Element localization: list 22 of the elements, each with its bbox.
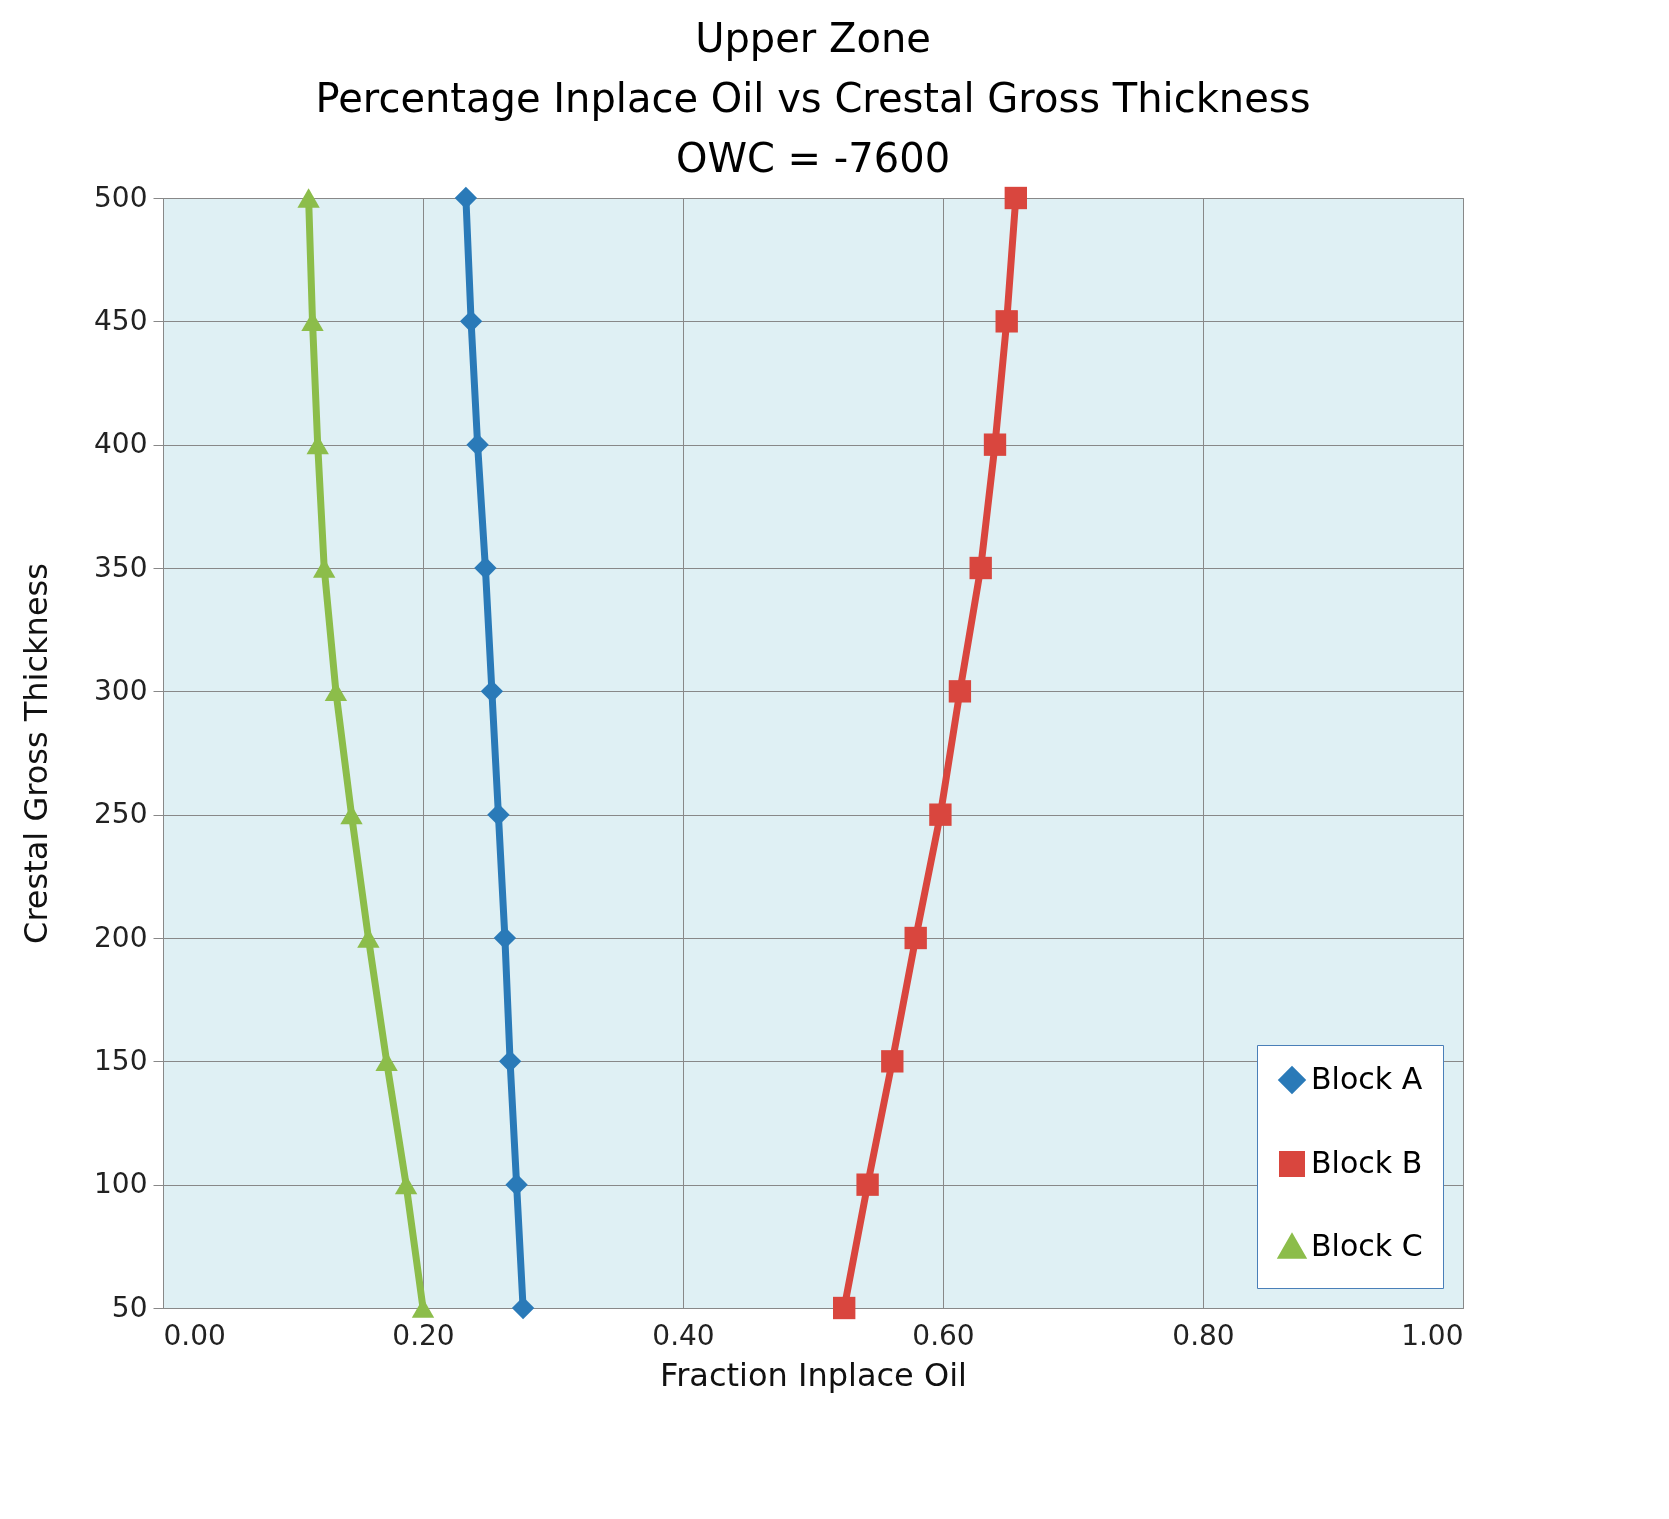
y-tick-label: 450 — [94, 303, 148, 337]
y-tick-label: 300 — [94, 673, 148, 707]
x-tick-label: 0.60 — [912, 1318, 975, 1352]
y-tick-label: 100 — [94, 1167, 148, 1201]
y-tick-label: 350 — [94, 550, 148, 584]
chart-title: Upper Zone Percentage Inplace Oil vs Crestal Gross Thickness OWC = -7600 — [315, 15, 1311, 181]
y-tick-label: 50 — [111, 1290, 148, 1324]
y-tick-label: 200 — [94, 920, 148, 954]
y-tick-label: 250 — [94, 797, 148, 831]
x-tick-label: 0.80 — [1172, 1318, 1235, 1352]
legend-label: Block B — [1311, 1145, 1423, 1180]
y-axis-title: Crestal Gross Thickness — [17, 563, 56, 944]
legend-label: Block A — [1311, 1061, 1423, 1096]
x-tick-label: 0.00 — [163, 1318, 226, 1352]
x-tick-label: 1.00 — [1401, 1318, 1464, 1352]
y-tick-label: 500 — [94, 180, 148, 214]
x-axis-title: Fraction Inplace Oil — [660, 1355, 967, 1394]
legend-label: Block C — [1311, 1228, 1423, 1263]
x-tick-label: 0.40 — [652, 1318, 715, 1352]
x-tick-label: 0.20 — [392, 1318, 455, 1352]
y-tick-label: 150 — [94, 1043, 148, 1077]
y-tick-label: 400 — [94, 427, 148, 461]
